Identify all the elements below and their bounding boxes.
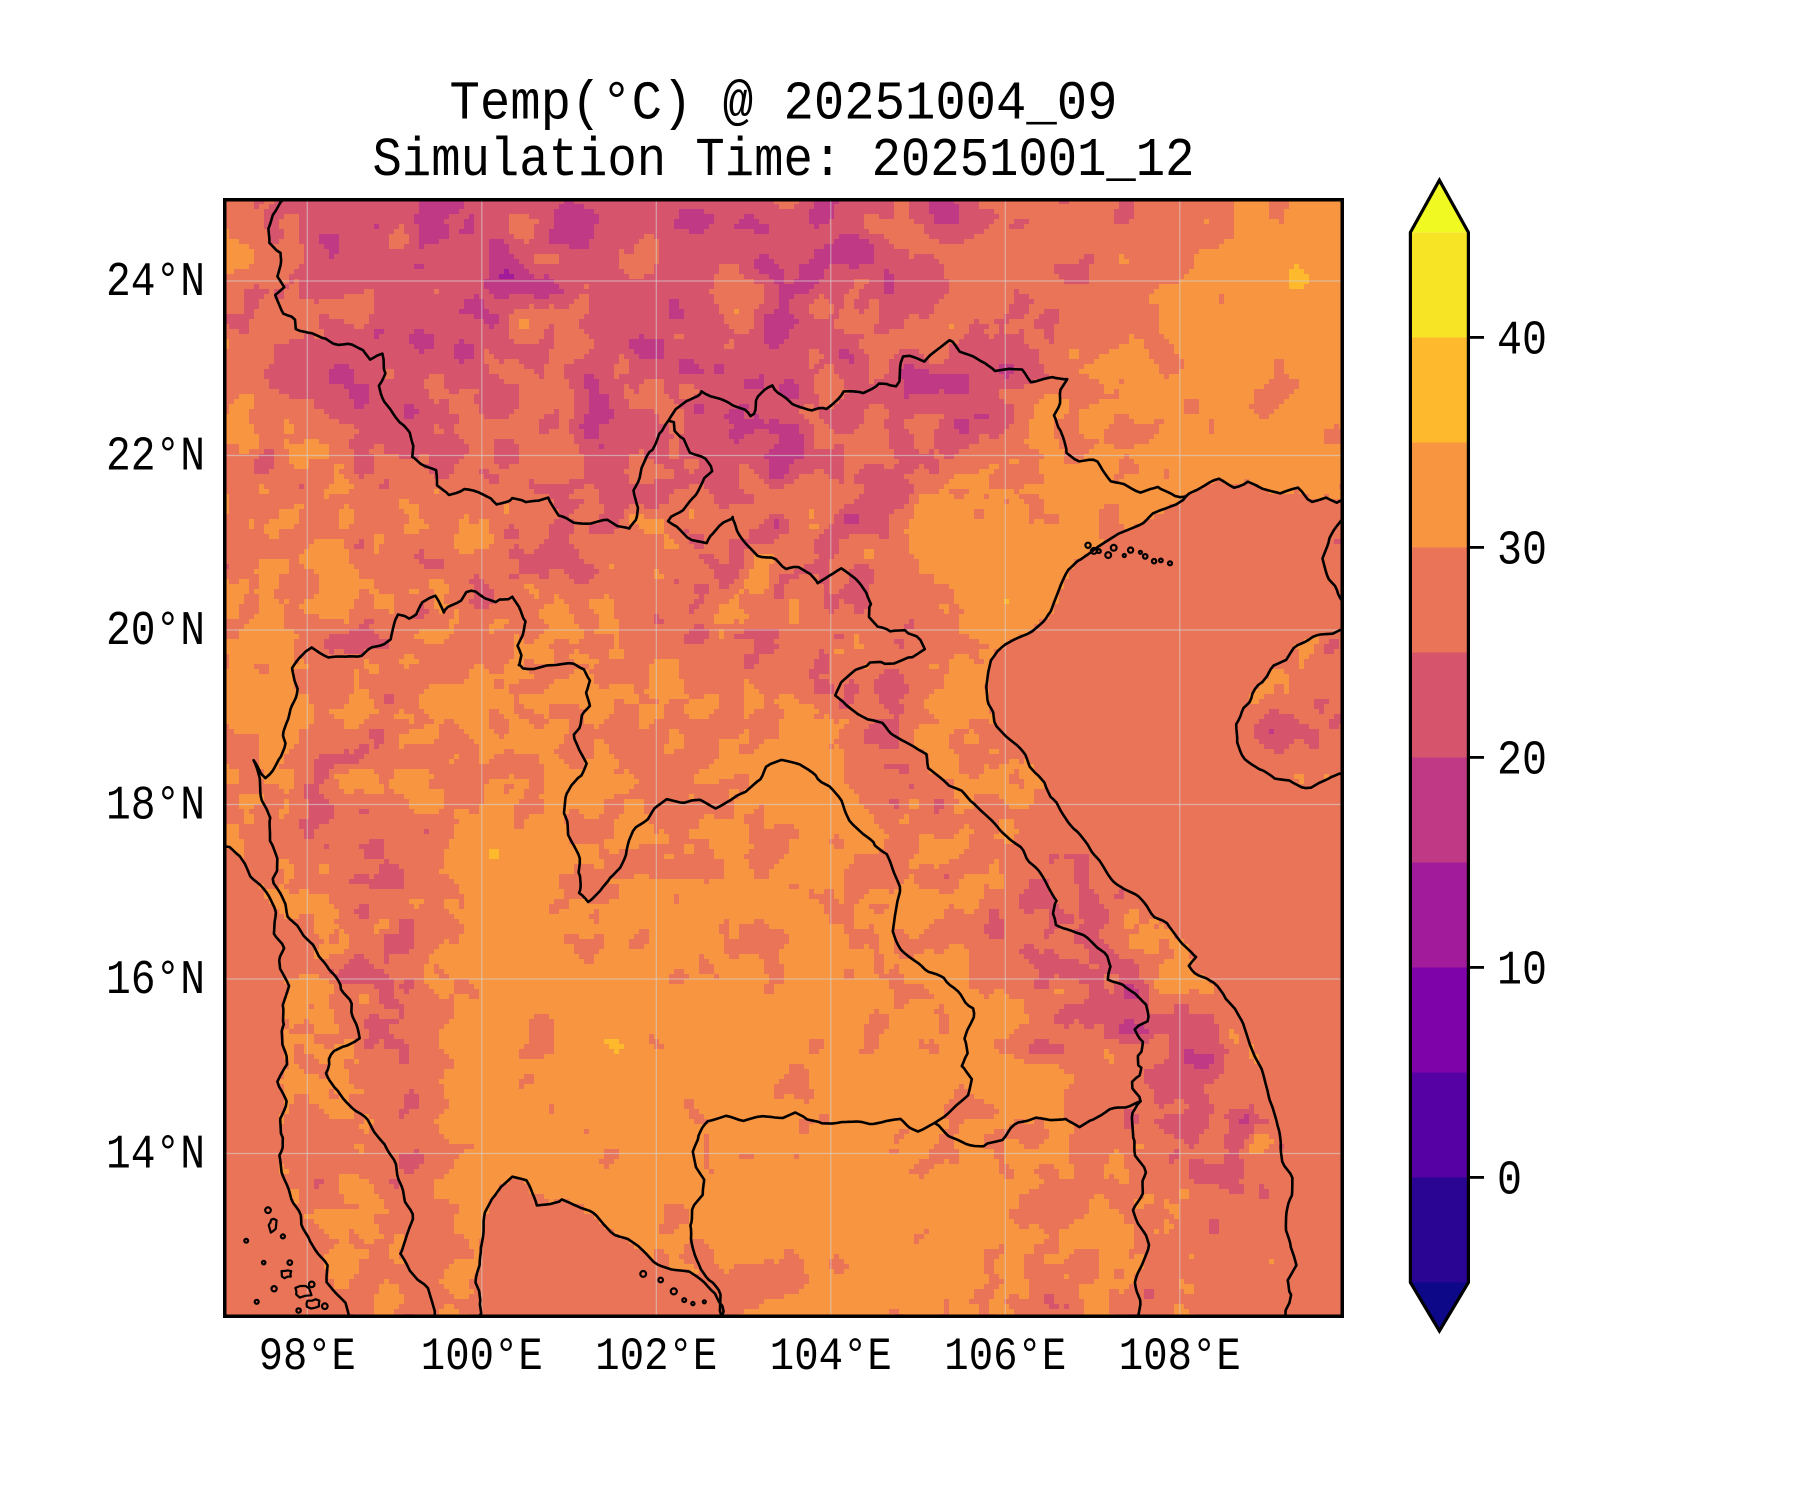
svg-text:18°N: 18°N [106,780,205,834]
svg-text:0: 0 [1497,1155,1522,1209]
svg-text:24°N: 24°N [106,256,205,310]
svg-text:Temp(°C) @ 20251004_09: Temp(°C) @ 20251004_09 [450,73,1118,136]
svg-text:22°N: 22°N [106,431,205,485]
svg-text:14°N: 14°N [106,1129,205,1183]
svg-text:16°N: 16°N [106,954,205,1008]
svg-text:20°N: 20°N [106,605,205,659]
svg-text:40: 40 [1497,315,1547,369]
svg-text:30: 30 [1497,525,1547,579]
svg-text:100°E: 100°E [421,1331,543,1383]
svg-text:106°E: 106°E [944,1331,1066,1383]
svg-text:20: 20 [1497,735,1547,789]
svg-text:10: 10 [1497,945,1547,999]
svg-text:Simulation Time: 20251001_12: Simulation Time: 20251001_12 [373,129,1195,192]
svg-text:104°E: 104°E [770,1331,892,1383]
svg-text:98°E: 98°E [259,1331,356,1383]
svg-text:108°E: 108°E [1119,1331,1241,1383]
svg-text:102°E: 102°E [595,1331,717,1383]
